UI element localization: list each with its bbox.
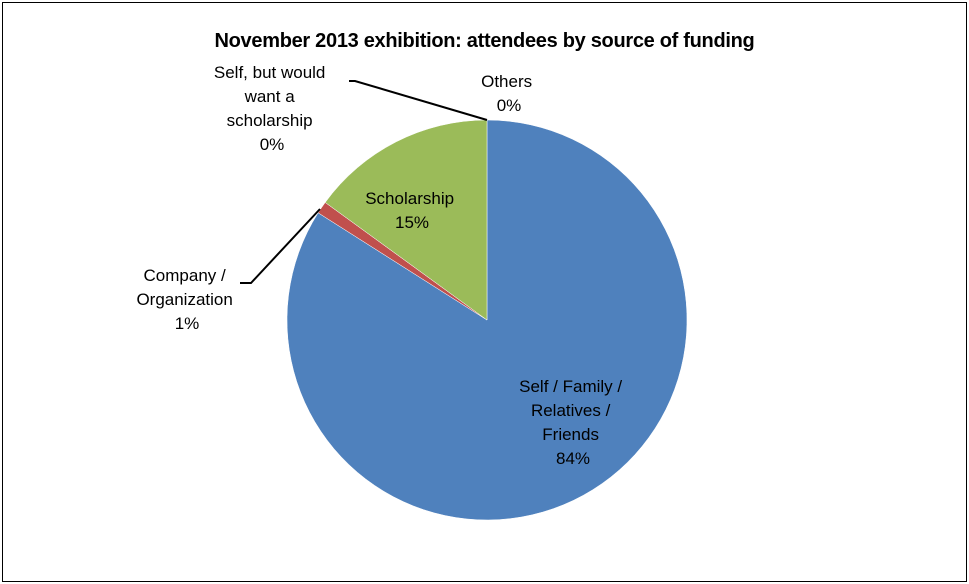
slice-label-line: Self / Family / <box>519 377 622 396</box>
slice-percent: 1% <box>175 314 200 333</box>
slice-label-line: Friends <box>542 425 599 444</box>
slice-percent: 0% <box>260 135 285 154</box>
slice-label-self-family: Self / Family / Relatives / Friends 84% <box>519 377 627 468</box>
leader-line-company <box>240 208 321 284</box>
slice-label-line: scholarship <box>227 111 313 130</box>
pie-slices <box>286 119 688 521</box>
slice-percent: 0% <box>497 96 522 115</box>
slice-label-line: Organization <box>136 290 232 309</box>
slice-label-line: Self, but would <box>214 63 326 82</box>
leader-lines <box>240 80 488 284</box>
pie-slice-scholarship <box>324 119 488 321</box>
slice-percent: 84% <box>556 449 590 468</box>
slice-label-line: Relatives / <box>531 401 611 420</box>
leader-line-self-would-want <box>349 80 488 121</box>
slice-label-company: Company / Organization 1% <box>136 266 237 333</box>
chart-title: November 2013 exhibition: attendees by s… <box>214 30 755 52</box>
slice-label-others: Others 0% <box>481 72 537 115</box>
slice-label-line: want a <box>244 87 296 106</box>
slice-label-line: Company / <box>144 266 226 285</box>
slice-label-scholarship: Scholarship 15% <box>365 189 459 232</box>
slice-label-line: Scholarship <box>365 189 454 208</box>
slice-percent: 15% <box>395 213 429 232</box>
slice-label-line: Others <box>481 72 532 91</box>
slice-label-self-would-want: Self, but would want a scholarship 0% <box>214 63 330 154</box>
